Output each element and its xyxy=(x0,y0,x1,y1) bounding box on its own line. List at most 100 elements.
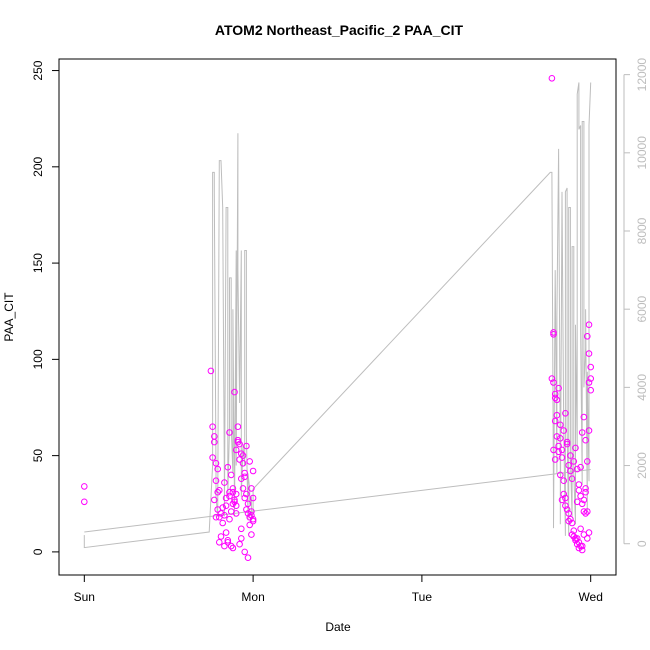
x-axis-label: Date xyxy=(325,620,351,634)
data-point xyxy=(248,508,255,515)
data-point xyxy=(224,539,232,546)
data-point xyxy=(238,535,245,542)
plot-frame xyxy=(58,58,617,576)
data-point xyxy=(573,465,581,473)
data-point xyxy=(231,496,238,504)
data-point xyxy=(236,456,243,463)
left-axis-point-series xyxy=(81,75,595,562)
data-point xyxy=(560,490,568,498)
data-point xyxy=(585,379,593,386)
data-point xyxy=(572,537,579,544)
data-point xyxy=(249,517,257,525)
data-point xyxy=(219,519,226,527)
data-point xyxy=(229,485,237,492)
data-point xyxy=(568,475,576,483)
y-axis-right: 0 2000 4000 6000 8000 10000 12000 xyxy=(623,58,649,547)
data-point xyxy=(548,75,556,82)
data-point xyxy=(557,421,564,429)
data-point xyxy=(222,529,230,536)
data-point xyxy=(241,494,248,502)
data-point xyxy=(584,458,591,465)
y-tick-label: 100 xyxy=(31,349,45,369)
data-point xyxy=(578,546,586,554)
data-point xyxy=(216,539,223,546)
data-point xyxy=(568,519,576,527)
data-point xyxy=(562,502,569,510)
data-point xyxy=(580,496,588,504)
y2-tick-label: 10000 xyxy=(635,136,649,170)
data-point xyxy=(232,446,240,454)
data-point xyxy=(246,513,253,521)
data-point xyxy=(229,488,237,496)
data-point xyxy=(214,488,221,496)
data-point xyxy=(560,427,568,434)
data-point xyxy=(212,477,220,485)
data-point xyxy=(565,517,573,525)
data-point xyxy=(249,515,257,523)
data-point xyxy=(238,450,245,458)
data-point xyxy=(226,515,233,523)
data-point xyxy=(550,379,557,386)
data-point xyxy=(232,510,240,517)
data-point xyxy=(229,544,237,552)
data-point xyxy=(226,492,233,500)
data-point xyxy=(224,537,232,544)
data-point xyxy=(563,438,571,446)
x-tick-label: Sun xyxy=(74,590,95,604)
data-point xyxy=(236,540,243,548)
data-point xyxy=(244,510,252,517)
data-point xyxy=(551,394,559,402)
data-point xyxy=(551,390,559,398)
data-point xyxy=(553,433,561,440)
data-point xyxy=(582,488,589,496)
data-point xyxy=(214,465,221,473)
series-line-2 xyxy=(84,469,591,533)
data-point xyxy=(246,458,253,465)
y2-tick-label: 12000 xyxy=(635,58,649,92)
data-point xyxy=(577,525,584,533)
data-point xyxy=(211,496,218,504)
data-point xyxy=(227,471,235,479)
series-line-1 xyxy=(83,82,592,549)
data-point xyxy=(81,483,88,490)
data-point xyxy=(219,504,226,511)
data-point xyxy=(567,515,574,523)
y2-tick-label: 6000 xyxy=(635,296,649,323)
data-point xyxy=(222,502,230,510)
data-point xyxy=(558,496,566,504)
data-point xyxy=(244,500,252,508)
data-point xyxy=(209,454,216,461)
y-tick-label: 250 xyxy=(31,60,45,80)
data-point xyxy=(244,554,252,562)
data-point xyxy=(239,452,247,459)
y-tick-label: 150 xyxy=(31,253,45,273)
data-point xyxy=(563,440,571,448)
data-point xyxy=(575,487,583,494)
data-point xyxy=(216,487,223,494)
data-point xyxy=(567,467,574,475)
y-tick-label: 200 xyxy=(31,156,45,176)
data-point xyxy=(243,490,250,498)
data-point xyxy=(241,473,248,481)
data-point xyxy=(557,435,564,442)
y2-tick-label: 4000 xyxy=(635,374,649,401)
data-point xyxy=(555,384,562,392)
data-point xyxy=(241,548,248,556)
data-point xyxy=(557,471,564,479)
x-tick-label: Tue xyxy=(412,590,433,604)
data-point xyxy=(249,467,257,475)
data-point xyxy=(229,500,237,508)
chart-title: ATOM2 Northeast_Pacific_2 PAA_CIT xyxy=(215,22,464,38)
data-point xyxy=(231,498,238,506)
data-point xyxy=(234,423,242,431)
data-point xyxy=(582,510,589,517)
data-point xyxy=(580,508,588,515)
data-point xyxy=(222,494,230,502)
data-point xyxy=(585,427,593,434)
data-point xyxy=(580,413,588,421)
data-point xyxy=(209,423,216,431)
data-point xyxy=(231,388,238,396)
data-point xyxy=(226,429,233,436)
data-point xyxy=(236,440,243,448)
